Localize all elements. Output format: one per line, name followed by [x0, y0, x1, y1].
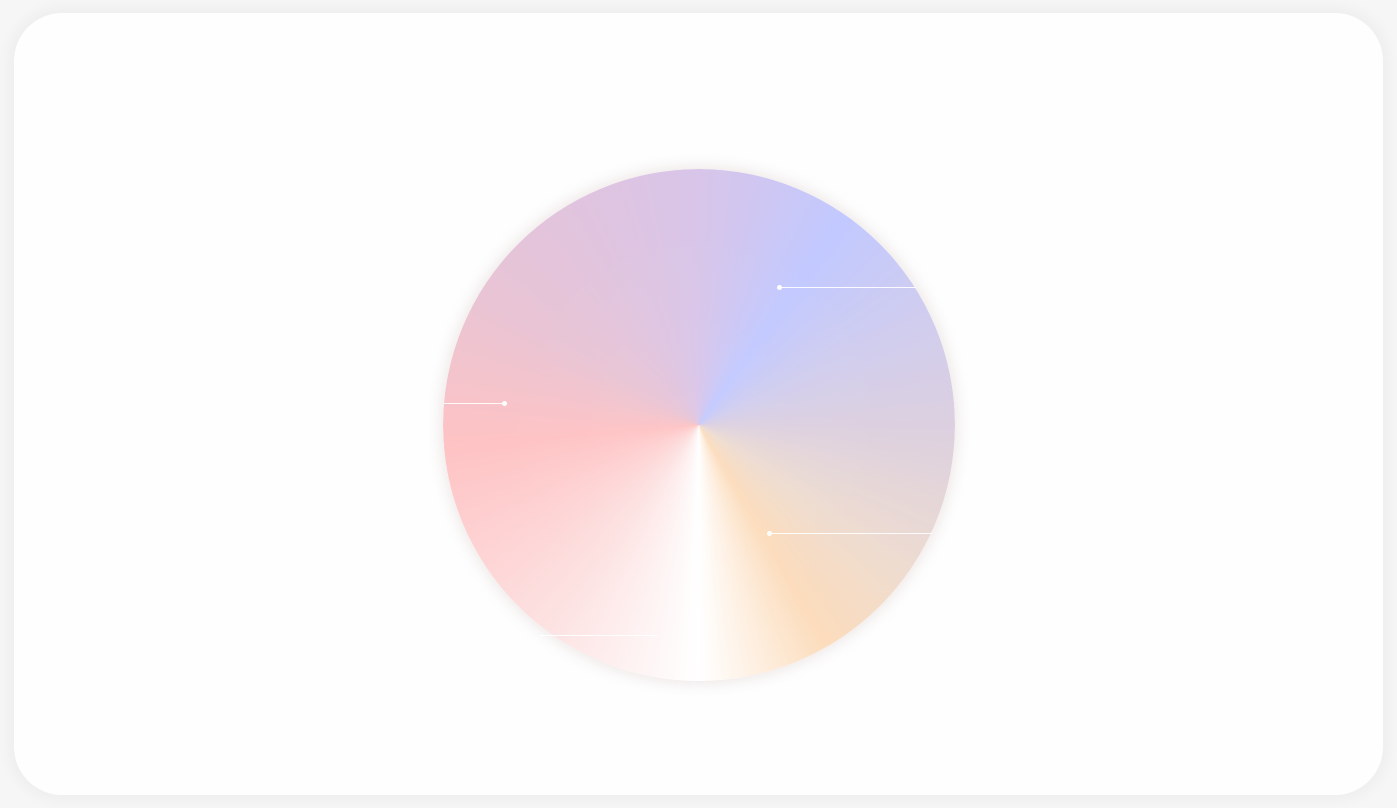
callout-left [444, 401, 507, 406]
callout-dot [777, 285, 782, 290]
callout-upper-right [777, 285, 916, 290]
color-wheel [443, 169, 955, 681]
callout-line [444, 403, 506, 404]
callout-dot [502, 401, 507, 406]
callout-line [540, 635, 658, 636]
callout-dot [767, 531, 772, 536]
callout-line [768, 533, 932, 534]
callout-bottom-left [540, 635, 658, 636]
callout-line [778, 287, 916, 288]
callout-lower-right [767, 531, 932, 536]
conic-gradient-disc [443, 169, 955, 681]
center-highlight [443, 169, 955, 681]
